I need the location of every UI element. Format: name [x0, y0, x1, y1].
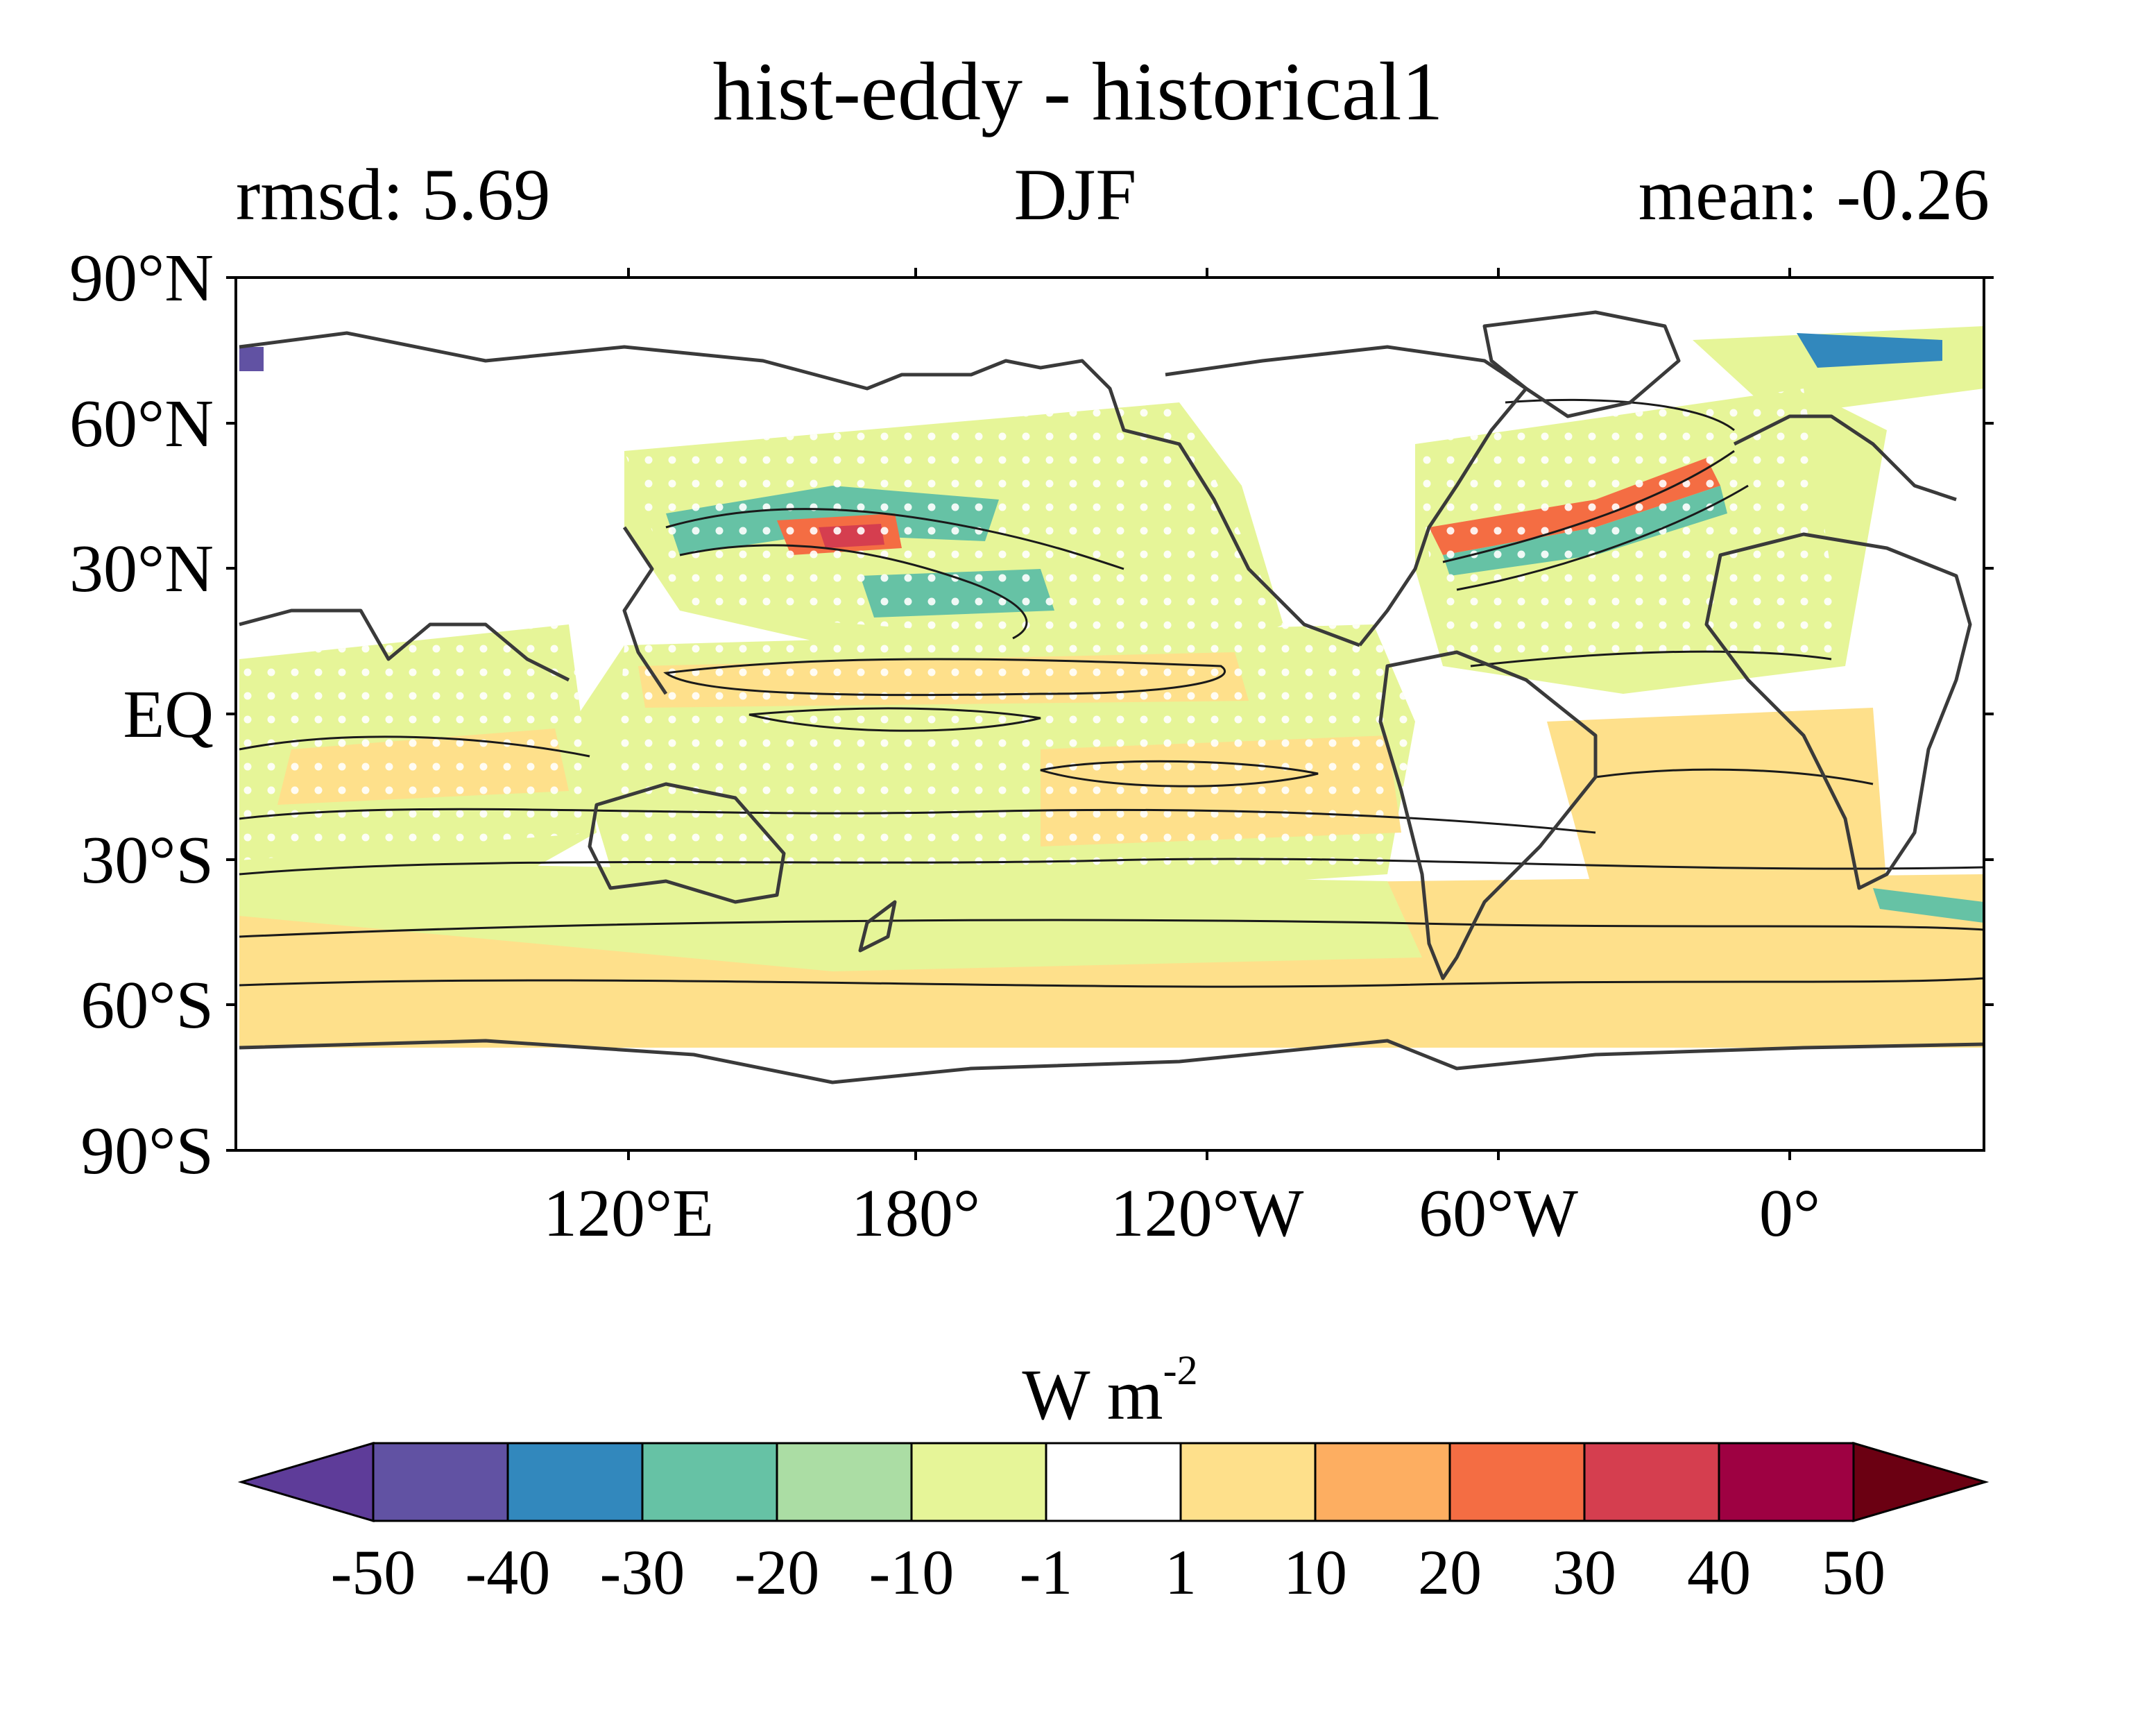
lat-label-eq: EQ	[123, 677, 214, 752]
colorbar-swatch	[910, 1442, 1047, 1522]
colorbar-swatch	[641, 1442, 778, 1522]
ocean-anomaly-south-atlantic	[1547, 708, 1887, 902]
colorbar-extend-low	[237, 1441, 375, 1523]
map-title: hist-eddy - historical1	[712, 45, 1444, 137]
lat-label-30s: 30°S	[80, 823, 214, 898]
colorbar-tick-label: -1	[1019, 1537, 1073, 1608]
colorbar-swatch	[776, 1442, 913, 1522]
colorbar-swatch	[372, 1442, 509, 1522]
contour-line	[1456, 484, 1749, 591]
agulhas-cool-anomaly	[1873, 888, 1984, 923]
colorbar-tick-label: -30	[599, 1537, 685, 1608]
colorbar-tick-label: 1	[1165, 1537, 1197, 1608]
contour-lines	[239, 398, 1984, 988]
contour-line	[1442, 450, 1735, 563]
coastline-africa	[1704, 532, 1972, 890]
ocean-anomaly-south-pacific-band	[239, 860, 1422, 971]
coastline-eurasia	[239, 331, 1360, 647]
lat-label-60n: 60°N	[69, 386, 214, 461]
colorbar-tick-label: 40	[1687, 1537, 1751, 1608]
lon-label-0: 0°	[1759, 1176, 1821, 1251]
colorbar-swatch	[1718, 1442, 1855, 1522]
colorbar-tick-label: 20	[1418, 1537, 1482, 1608]
contour-line	[239, 735, 590, 758]
coastline-new-zealand	[858, 900, 897, 953]
coastlines	[239, 310, 1984, 1084]
coastline-europe	[1733, 414, 1957, 502]
lat-ticks	[226, 276, 1994, 1152]
lon-ticks	[627, 268, 1791, 1160]
colorbar-swatch	[1448, 1442, 1586, 1522]
contour-line	[679, 544, 1028, 640]
lon-label-60w: 60°W	[1419, 1176, 1578, 1251]
contour-line	[239, 977, 1984, 988]
contour-line	[665, 508, 1124, 570]
coastline-australia	[588, 782, 786, 904]
coastline-south-america	[1378, 650, 1598, 980]
contour-line	[748, 707, 1041, 732]
contour-line	[239, 858, 1984, 876]
coastline-greenland	[1482, 310, 1681, 418]
colorbar-swatch	[506, 1442, 644, 1522]
lat-label-60s: 60°S	[80, 968, 214, 1043]
colorbar-swatch	[1314, 1442, 1451, 1522]
coastline-south-asia	[239, 608, 570, 682]
rmsd-label: rmsd: 5.69	[236, 154, 551, 235]
contour-line	[1470, 650, 1832, 667]
coastline-antarctica	[239, 1039, 1984, 1084]
contour-line	[239, 808, 1596, 834]
lat-label-90s: 90°S	[80, 1114, 214, 1189]
colorbar-swatch	[1583, 1442, 1720, 1522]
coastline-east-asia	[622, 526, 668, 695]
colorbar-tick-label: 10	[1283, 1537, 1347, 1608]
colorbar-tick-label: -20	[734, 1537, 820, 1608]
colorbar-extend-high	[1852, 1441, 1990, 1523]
colorbar-tick-label: 50	[1822, 1537, 1885, 1608]
season-label: DJF	[1013, 154, 1137, 235]
units-exponent: -2	[1163, 1347, 1198, 1393]
contour-line	[239, 919, 1984, 938]
colorbar-tick-label: 30	[1552, 1537, 1616, 1608]
colorbar-swatch	[1045, 1442, 1182, 1522]
lon-label-120e: 120°E	[542, 1176, 715, 1251]
colorbar-tick-label: -50	[330, 1537, 416, 1608]
colorbar-swatch	[1179, 1442, 1317, 1522]
lon-label-120w: 120°W	[1110, 1176, 1304, 1251]
colorbar-tick-label: -10	[869, 1537, 955, 1608]
lon-label-180: 180°	[850, 1176, 981, 1251]
mean-label: mean: -0.26	[1638, 154, 1990, 235]
nordic-sea-cool-anomaly	[1797, 333, 1942, 368]
coastline-north-america	[1165, 345, 1528, 647]
barents-cool-anomaly	[239, 347, 264, 371]
anomaly-field	[236, 278, 1984, 1150]
lat-label-90n: 90°N	[69, 241, 214, 316]
contour-line	[1040, 760, 1319, 787]
colorbar	[237, 1441, 1990, 1523]
contour-line	[663, 658, 1226, 697]
significance-stipple	[239, 389, 1845, 874]
colorbar-units: W m-2	[971, 1349, 1249, 1431]
units-base: W m	[1022, 1355, 1163, 1435]
lat-label-30n: 30°N	[69, 531, 214, 606]
contour-line	[1595, 768, 1874, 785]
colorbar-tick-label: -40	[465, 1537, 551, 1608]
